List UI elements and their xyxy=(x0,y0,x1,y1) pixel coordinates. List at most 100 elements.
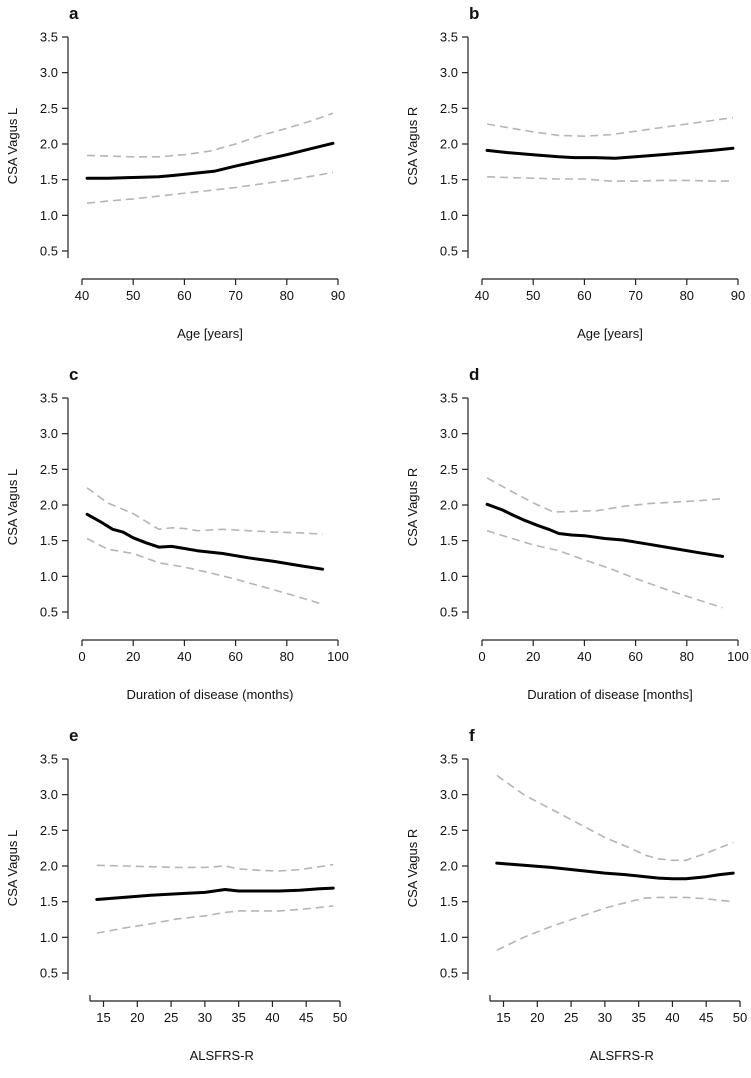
ci-upper-line xyxy=(496,774,734,862)
x-tick-label: 80 xyxy=(280,649,294,664)
x-axis-label: ALSFRS-R xyxy=(590,1048,654,1063)
panel-letter: e xyxy=(69,726,78,745)
fit-line xyxy=(485,502,725,558)
x-axis-label: Duration of disease [months] xyxy=(527,687,692,702)
ci-upper-line xyxy=(486,116,734,138)
x-tick-label: 100 xyxy=(327,649,349,664)
y-tick-label: 1.5 xyxy=(440,172,458,187)
x-tick-label: 40 xyxy=(177,649,191,664)
y-tick-label: 0.5 xyxy=(40,605,58,620)
x-tick-label: 50 xyxy=(126,288,140,303)
y-tick-label: 3.0 xyxy=(40,426,58,441)
y-tick-label: 0.5 xyxy=(40,966,58,981)
ci-upper-line xyxy=(86,487,323,535)
y-tick-label: 1.5 xyxy=(40,894,58,909)
y-tick-label: 1.0 xyxy=(440,930,458,945)
ci-lower-line xyxy=(96,905,334,934)
y-tick-label: 1.5 xyxy=(40,533,58,548)
y-tick-label: 2.5 xyxy=(440,101,458,116)
x-tick-label: 50 xyxy=(733,1010,747,1025)
y-tick-label: 2.5 xyxy=(440,823,458,838)
panel-letter: d xyxy=(469,365,479,384)
y-tick-label: 1.0 xyxy=(40,569,58,584)
y-tick-label: 1.0 xyxy=(40,208,58,223)
fit-line xyxy=(495,861,735,881)
y-tick-label: 2.0 xyxy=(440,137,458,152)
y-tick-label: 1.0 xyxy=(440,569,458,584)
panel-e: e 0.5 1.0 1.5 2.0 2.5 3.0 3.5 CSA Vagus L 15 20 25 3… xyxy=(5,726,347,1063)
x-tick-label: 70 xyxy=(628,288,642,303)
x-tick-label: 0 xyxy=(78,649,85,664)
x-axis-label: Age [years] xyxy=(177,326,243,341)
x-tick-label: 50 xyxy=(526,288,540,303)
x-tick-label: 40 xyxy=(265,1010,279,1025)
y-tick-label: 2.0 xyxy=(40,859,58,874)
y-tick-label: 1.5 xyxy=(40,172,58,187)
x-tick-label: 60 xyxy=(228,649,242,664)
x-tick-label: 60 xyxy=(628,649,642,664)
panel-c: c 0.5 1.0 1.5 2.0 2.5 3.0 3.5 CSA Vagus L 0 20 40 60… xyxy=(5,365,349,702)
panel-b: b 0.5 1.0 1.5 2.0 2.5 3.0 3.5 CSA Vagus R 40 50 60 7… xyxy=(405,4,745,341)
y-tick-label: 1.5 xyxy=(440,894,458,909)
x-tick-label: 80 xyxy=(280,288,294,303)
y-tick-label: 2.0 xyxy=(40,498,58,513)
y-axis-label: CSA Vagus R xyxy=(405,468,420,547)
y-axis-label: CSA Vagus L xyxy=(5,830,20,906)
x-tick-label: 60 xyxy=(177,288,191,303)
y-tick-label: 0.5 xyxy=(440,244,458,259)
x-tick-label: 20 xyxy=(530,1010,544,1025)
ci-upper-line xyxy=(96,863,334,872)
panel-letter: a xyxy=(69,4,79,23)
y-tick-label: 2.5 xyxy=(40,823,58,838)
ci-upper-line xyxy=(87,112,334,158)
x-tick-label: 20 xyxy=(126,649,140,664)
ci-lower-line xyxy=(86,537,323,605)
x-tick-label: 30 xyxy=(198,1010,212,1025)
y-tick-label: 0.5 xyxy=(440,605,458,620)
y-tick-label: 2.5 xyxy=(440,462,458,477)
y-axis-label: CSA Vagus L xyxy=(5,469,20,545)
y-axis-label: CSA Vagus R xyxy=(405,829,420,908)
x-tick-label: 15 xyxy=(496,1010,510,1025)
ci-lower-line xyxy=(87,171,334,204)
x-tick-label: 90 xyxy=(331,288,345,303)
y-axis-label: CSA Vagus L xyxy=(5,108,20,184)
y-tick-label: 3.5 xyxy=(40,30,58,45)
panel-letter: b xyxy=(469,4,479,23)
y-tick-label: 3.0 xyxy=(40,65,58,80)
panel-f: f 0.5 1.0 1.5 2.0 2.5 3.0 3.5 CSA Vagus R 15 20 25 3… xyxy=(405,726,747,1063)
panel-letter: f xyxy=(469,726,475,745)
y-axis-label: CSA Vagus R xyxy=(405,107,420,186)
x-tick-label: 50 xyxy=(333,1010,347,1025)
y-tick-label: 1.0 xyxy=(40,930,58,945)
x-tick-label: 35 xyxy=(631,1010,645,1025)
y-tick-label: 3.5 xyxy=(440,391,458,406)
x-tick-label: 30 xyxy=(598,1010,612,1025)
x-tick-label: 40 xyxy=(75,288,89,303)
ci-lower-line xyxy=(496,896,734,951)
x-tick-label: 40 xyxy=(665,1010,679,1025)
y-tick-label: 2.0 xyxy=(440,498,458,513)
x-tick-label: 0 xyxy=(478,649,485,664)
y-tick-label: 2.5 xyxy=(40,101,58,116)
x-tick-label: 45 xyxy=(299,1010,313,1025)
x-tick-label: 60 xyxy=(577,288,591,303)
y-tick-label: 1.5 xyxy=(440,533,458,548)
y-tick-label: 3.0 xyxy=(440,787,458,802)
panel-a: a 0.5 1.0 1.5 2.0 2.5 3.0 3.5 CSA Vagus L 40 50 60 7… xyxy=(5,4,345,341)
x-tick-label: 25 xyxy=(164,1010,178,1025)
x-tick-label: 100 xyxy=(727,649,749,664)
y-tick-label: 2.5 xyxy=(40,462,58,477)
ci-lower-line xyxy=(487,176,733,182)
x-tick-label: 45 xyxy=(699,1010,713,1025)
fit-line xyxy=(85,141,335,180)
y-tick-label: 1.0 xyxy=(440,208,458,223)
y-tick-label: 3.5 xyxy=(40,752,58,767)
y-tick-label: 3.5 xyxy=(440,752,458,767)
x-tick-label: 80 xyxy=(680,288,694,303)
fit-line xyxy=(485,146,735,160)
panel-d: d 0.5 1.0 1.5 2.0 2.5 3.0 3.5 CSA Vagus R 0 20 40 60… xyxy=(405,365,749,702)
panel-letter: c xyxy=(69,365,78,384)
x-tick-label: 80 xyxy=(680,649,694,664)
